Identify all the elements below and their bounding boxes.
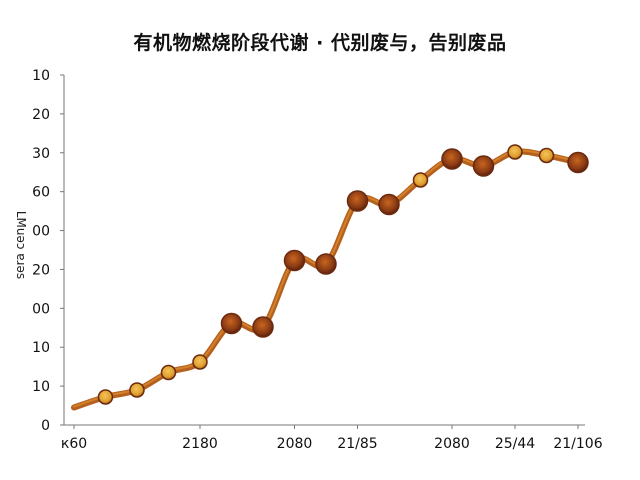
series-line bbox=[71, 148, 581, 411]
data-point bbox=[315, 253, 337, 275]
y-tick-label: 30 bbox=[32, 146, 50, 162]
y-tick-label: 60 bbox=[32, 185, 50, 201]
data-point bbox=[412, 172, 429, 188]
data-point bbox=[538, 147, 555, 164]
data-point bbox=[97, 389, 114, 405]
y-tick-label: 10 bbox=[32, 379, 50, 395]
x-tick-label: 21/85 bbox=[337, 436, 377, 452]
chart-title: 有机物燃烧阶段代谢 · 代别废与，告别废品 bbox=[133, 32, 507, 54]
data-point bbox=[472, 155, 495, 177]
data-point bbox=[441, 148, 463, 170]
data-point bbox=[220, 312, 243, 335]
series-line-highlight bbox=[73, 149, 579, 408]
data-point bbox=[378, 193, 400, 216]
x-tick-label: 25/44 bbox=[495, 436, 535, 452]
x-tick-label: 2180 bbox=[182, 436, 218, 452]
x-tick-label: 21/106 bbox=[553, 436, 602, 452]
y-tick-label: 20 bbox=[32, 262, 50, 278]
y-tick-label: 00 bbox=[32, 301, 50, 317]
x-tick-label: 2080 bbox=[434, 436, 470, 452]
data-point bbox=[129, 382, 145, 398]
y-tick-label: 0 bbox=[41, 418, 50, 434]
data-point bbox=[567, 151, 589, 174]
data-point bbox=[346, 190, 369, 212]
y-tick-label: 10 bbox=[32, 68, 50, 84]
data-point bbox=[283, 249, 306, 272]
x-tick-label: к60 bbox=[61, 436, 87, 452]
data-point bbox=[507, 144, 523, 160]
x-tick-label: 2080 bbox=[277, 436, 313, 452]
y-tick-label: 10 bbox=[32, 340, 50, 356]
data-point bbox=[160, 364, 177, 381]
y-tick-label: 20 bbox=[32, 107, 50, 123]
y-tick-label: 00 bbox=[32, 224, 50, 240]
data-point bbox=[192, 354, 208, 370]
data-point bbox=[252, 316, 274, 338]
